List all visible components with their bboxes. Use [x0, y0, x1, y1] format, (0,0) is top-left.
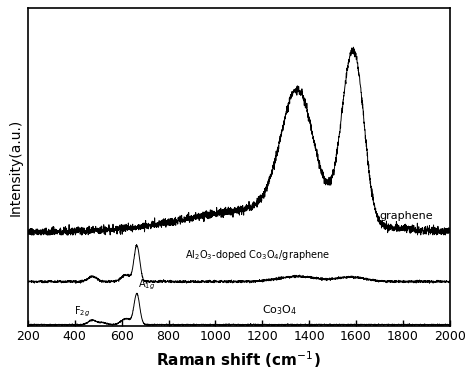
Text: graphene: graphene	[379, 211, 433, 221]
X-axis label: Raman shift (cm$^{-1}$): Raman shift (cm$^{-1}$)	[156, 349, 321, 370]
Text: Al$_2$O$_3$-doped Co$_3$O$_4$/graphene: Al$_2$O$_3$-doped Co$_3$O$_4$/graphene	[185, 248, 330, 262]
Y-axis label: Intensity(a.u.): Intensity(a.u.)	[9, 118, 22, 215]
Text: F$_{2g}$: F$_{2g}$	[74, 304, 90, 319]
Text: A$_{1g}$: A$_{1g}$	[138, 277, 155, 291]
Text: Co$_3$O$_4$: Co$_3$O$_4$	[262, 304, 298, 318]
